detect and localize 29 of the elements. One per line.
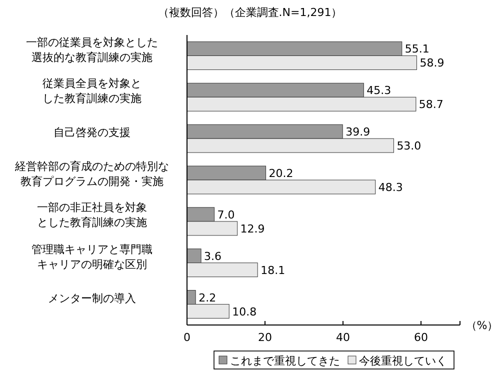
x-tick-label: 60 — [414, 331, 428, 344]
chart-title: （複数回答）（企業調査.N=1,291） — [158, 6, 342, 19]
x-tick-label: 0 — [184, 331, 190, 344]
x-axis-title: （%） — [466, 319, 498, 332]
data-label: 39.9 — [346, 126, 370, 139]
legend-label: 今後重視していく — [359, 354, 447, 368]
data-label: 2.2 — [198, 291, 216, 304]
y-tick-label: メンター制の導入 — [47, 290, 137, 306]
data-label: 48.3 — [378, 181, 403, 194]
data-label: 20.2 — [268, 167, 294, 180]
data-label: 58.9 — [420, 56, 444, 70]
y-tick-label: 自己啓発の支援 — [52, 125, 132, 140]
y-tick-label: 一部の非正社員を対象とした教育訓練の実施 — [36, 200, 148, 230]
y-tick-label: 経営幹部の育成のための特別な教育プログラムの開発・実施 — [14, 159, 170, 189]
data-label: 58.7 — [418, 98, 444, 112]
data-label: 53.0 — [396, 140, 422, 153]
data-label: 10.8 — [232, 305, 257, 318]
data-label: 3.6 — [204, 250, 222, 263]
data-label: 45.3 — [366, 84, 392, 98]
y-tick-label: 管理職キャリアと専門職キャリアの明確な区別 — [30, 242, 154, 272]
y-tick-label: 従業員全員を対象とした教育訓練の実施 — [42, 76, 142, 106]
x-tick-label: 40 — [336, 331, 350, 344]
data-label: 18.1 — [260, 264, 286, 277]
legend-label: これまで重視してきた — [230, 354, 340, 368]
x-tick-label: 20 — [258, 331, 272, 344]
data-label: 12.9 — [240, 222, 265, 236]
y-tick-label: 一部の従業員を対象とした選抜的な教育訓練の実施 — [25, 34, 159, 65]
data-label: 7.0 — [217, 208, 235, 222]
data-label: 55.1 — [404, 42, 430, 56]
